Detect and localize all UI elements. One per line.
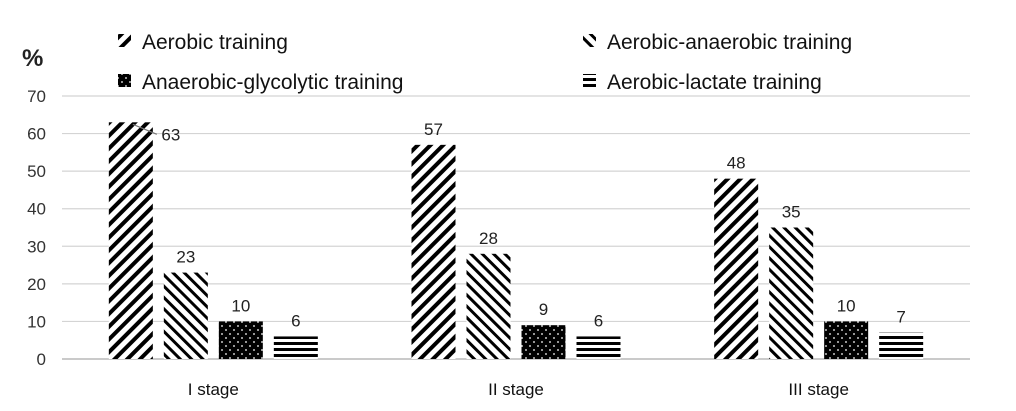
data-label: 10: [231, 296, 250, 315]
data-label: 23: [176, 248, 195, 267]
legend-swatch: [118, 74, 131, 87]
bar: [769, 227, 814, 359]
legend-swatch: [583, 74, 596, 87]
bar: [411, 144, 456, 359]
legend-label: Aerobic-lactate training: [607, 71, 822, 94]
data-label: 28: [479, 229, 498, 248]
bar: [273, 336, 318, 359]
y-tick-label: 30: [27, 237, 46, 256]
y-axis-ticks: 0 10 20 30 40 50 60 70: [27, 87, 46, 369]
bar: [466, 253, 511, 359]
y-tick-label: 10: [27, 312, 46, 331]
y-tick-label: 50: [27, 162, 46, 181]
x-category-label: III stage: [788, 380, 848, 399]
data-labels: 63 23 10 6 57 28 9 6 48 35 10 7: [132, 120, 906, 330]
data-label: 63: [161, 125, 180, 144]
bar: [879, 332, 924, 359]
gridlines: [62, 95, 970, 360]
y-tick-label: 20: [27, 275, 46, 294]
legend-swatch: [583, 34, 596, 47]
legend: Aerobic training Aerobic-anaerobic traini…: [118, 31, 852, 94]
y-tick-label: 40: [27, 200, 46, 219]
y-tick-label: 60: [27, 125, 46, 144]
bar: [521, 325, 566, 359]
data-label: 7: [896, 308, 905, 327]
data-label: 57: [424, 120, 443, 139]
y-tick-label: 70: [27, 87, 46, 106]
bar: [163, 272, 208, 359]
x-category-label: II stage: [488, 380, 544, 399]
bar: [218, 321, 263, 359]
legend-label: Anaerobic-glycolytic training: [142, 71, 403, 94]
legend-label: Aerobic-anaerobic training: [607, 31, 852, 54]
data-label: 6: [291, 311, 300, 330]
bars: [108, 122, 924, 359]
bar: [714, 178, 759, 359]
bar: [108, 122, 153, 359]
y-tick-label: 0: [37, 350, 46, 369]
legend-swatch: [118, 34, 131, 47]
x-axis-categories: I stage II stage III stage: [188, 380, 849, 399]
bar: [576, 336, 621, 359]
data-label: 6: [594, 311, 603, 330]
bar: [824, 321, 869, 359]
legend-label: Aerobic training: [142, 31, 288, 54]
data-label-leader-line: [132, 123, 158, 135]
data-label: 48: [727, 154, 746, 173]
data-label: 9: [539, 300, 548, 319]
data-label: 10: [837, 296, 856, 315]
x-category-label: I stage: [188, 380, 239, 399]
data-label: 35: [782, 203, 801, 222]
y-axis-label: %: [22, 45, 43, 72]
